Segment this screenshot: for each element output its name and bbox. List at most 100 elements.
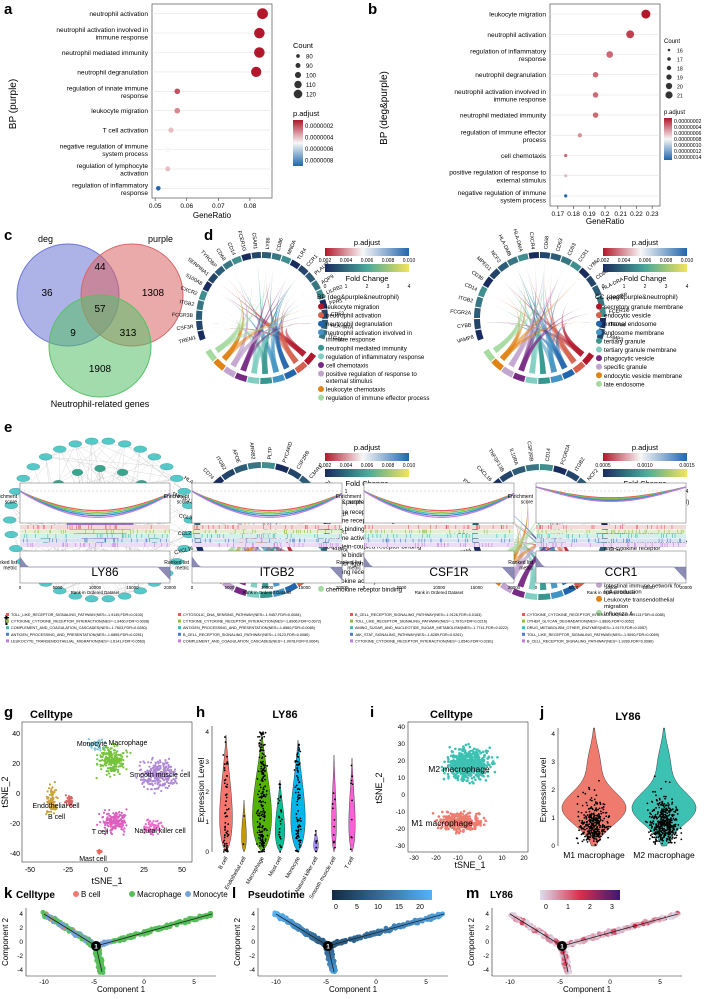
violin-point (224, 736, 226, 738)
violin-point (262, 786, 265, 789)
panel-c-label: c (4, 227, 12, 244)
gsea-hit-band (192, 529, 342, 534)
violin-point (279, 820, 282, 823)
violin-point (651, 833, 653, 836)
violin-point (295, 813, 298, 815)
chord-gene-arc (289, 259, 301, 270)
violin-point (607, 816, 610, 819)
violin-point (260, 743, 262, 746)
tsne-point-m2 (475, 751, 479, 754)
tsne-point (108, 758, 111, 761)
tsne-point (105, 812, 109, 816)
tsne-point (108, 757, 111, 760)
violin-point (589, 798, 592, 801)
tsne-point (155, 772, 158, 775)
violin-point (669, 839, 671, 842)
chord-gene-label: HLA-DMA (511, 228, 523, 253)
violin-point (668, 781, 671, 784)
padj-legend-label: 0.0000006 (305, 147, 334, 153)
tsne-point (142, 781, 145, 784)
chord-legend-swatch (318, 585, 324, 592)
tsne-point-m2 (467, 742, 470, 746)
chord-fold-tick: 0 (602, 284, 605, 290)
violin-point (264, 764, 266, 767)
traj-ylabel: Component 2 (1, 917, 10, 966)
violin-point (597, 828, 600, 831)
gsea-es-frame (535, 482, 687, 524)
tsne-point (118, 772, 121, 776)
violin-point (223, 782, 226, 785)
tsne-point (112, 825, 116, 828)
tsne-point (159, 760, 162, 764)
tsne-point-m1 (466, 812, 470, 815)
xtick-label: -30 (409, 855, 419, 862)
tsne-point (47, 787, 51, 790)
tsne-point-m2 (463, 755, 467, 758)
chord-padj-title: p.adjust (632, 238, 659, 247)
tsne-point (102, 811, 106, 814)
gsea-legend-text: CYTOKINE_CYTOKINE_RECEPTOR_INTERACTION(N… (183, 620, 322, 624)
gsea-legend-swatch (6, 613, 9, 616)
xtick-label: 0.23 (646, 211, 659, 218)
tsne-point (106, 767, 110, 770)
violin-point (314, 834, 317, 836)
tsne-point-m2 (466, 779, 469, 782)
chord-legend-swatch (318, 361, 324, 368)
tsne-point (69, 802, 72, 805)
tsne-point (118, 810, 121, 814)
tsne-point (47, 810, 51, 813)
violin-point (601, 826, 604, 829)
chord-fold-tick: 0 (324, 284, 327, 290)
tsne-point-m2 (450, 749, 454, 753)
violin-point (350, 836, 353, 838)
ppi-node (4, 531, 18, 538)
tsne-point (160, 776, 163, 780)
chord-gene-label: IL10RA (508, 448, 519, 467)
chord-legend-item: cytokine receptor binding (326, 518, 395, 525)
chord-legend-item: leukocyte migration (326, 304, 380, 311)
gsea-xtick: 15000 (298, 585, 311, 590)
violin-point (225, 785, 227, 788)
chord-gene-arc (287, 468, 302, 480)
tsne-point (149, 830, 152, 834)
violin-point (679, 827, 682, 830)
panel-i-ylabel: tSNE_2 (374, 772, 384, 803)
tsne-point-m1 (482, 823, 486, 827)
violin-point (648, 831, 650, 833)
venn-count-all: 57 (94, 304, 106, 315)
violin-point (296, 763, 299, 766)
tsne-point (122, 833, 125, 836)
violin-point (602, 806, 605, 808)
tsne-point (147, 779, 150, 782)
violin-point (668, 803, 670, 806)
violin-point (226, 808, 228, 811)
violin-point (296, 830, 299, 833)
violin-point (223, 769, 226, 772)
tsne-point (165, 778, 168, 781)
violin-point (262, 772, 265, 774)
violin-point (671, 803, 673, 805)
tsne-point (156, 777, 159, 781)
padj-legend-label: 0.0000002 (305, 124, 334, 130)
violin-point (263, 766, 266, 769)
tsne-point-m2 (443, 771, 446, 775)
count-legend-label: 90 (306, 64, 313, 70)
violin-point (256, 778, 259, 780)
tsne-point (122, 766, 125, 769)
gsea-legend-text: COMPLEMENT_AND_COAGULATION_CASCADES(NES=… (183, 639, 320, 643)
tsne-point (101, 815, 105, 819)
tsne-point (139, 778, 143, 781)
violin-point (672, 817, 675, 820)
tsne-point (103, 833, 107, 836)
chord-gene-arc (474, 319, 481, 330)
violin-point (586, 814, 589, 816)
chord-gene-label: CCR1 (306, 254, 320, 269)
violin-point (669, 808, 672, 811)
tsne-point (67, 798, 70, 801)
chord-padj-tick: 0.004 (340, 258, 353, 264)
violin-point (660, 838, 662, 841)
tsne-point (152, 820, 155, 823)
violin-point (580, 811, 583, 814)
